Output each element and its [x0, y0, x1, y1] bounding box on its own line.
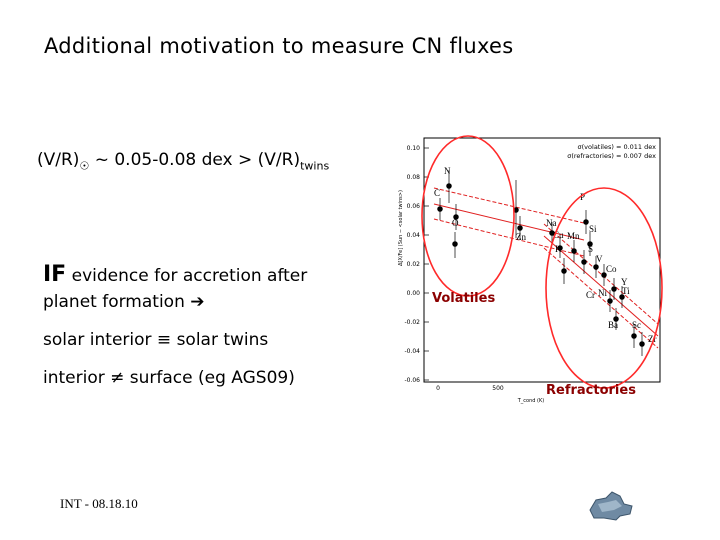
- point-N: [446, 183, 452, 189]
- label-Ti: Ti: [622, 286, 630, 296]
- y-axis-label: Δ[X/Fe] (Sun − <solar twins>): [398, 190, 404, 266]
- planet-formation-line: planet formation ➔: [43, 292, 205, 312]
- point-C: [437, 206, 443, 212]
- label-N: N: [444, 166, 451, 176]
- x-tick: 500: [492, 385, 504, 392]
- point-Cu: [557, 245, 563, 251]
- y-tick: -0.06: [404, 377, 420, 384]
- label-Na: Na: [546, 218, 557, 228]
- x-tick: 0: [436, 385, 440, 392]
- volatiles-annotation: Volatiles: [432, 291, 495, 306]
- y-tick: -0.02: [404, 319, 420, 326]
- point-Na: [549, 230, 555, 236]
- x-tick-labels: 0 500: [436, 385, 504, 392]
- volatiles-circle: [421, 135, 515, 297]
- label-C: C: [434, 188, 440, 198]
- point-P: [583, 219, 589, 225]
- point-unlabeled: [452, 241, 458, 247]
- point-Ba: [613, 316, 619, 322]
- plot-frame: [423, 137, 661, 383]
- abundance-figure: 0.10 0.08 0.06 0.04 0.02 0.00 -0.02 -0.0…: [398, 135, 663, 404]
- refractories-circle: [545, 187, 663, 389]
- label-Si: Si: [589, 224, 597, 234]
- y-tick: 0.02: [407, 261, 421, 268]
- point-Si: [587, 241, 593, 247]
- point-Co: [601, 272, 607, 278]
- vr-middle: ~ 0.05-0.08 dex > (V/R): [89, 150, 301, 170]
- if-line: IF evidence for accretion after: [43, 262, 307, 287]
- label-Co: Co: [606, 264, 617, 274]
- point-Y: [611, 286, 617, 292]
- twins-subscript: twins: [300, 159, 330, 173]
- footer-date: INT - 08.18.10: [60, 496, 138, 511]
- refractories-annotation: Refractories: [546, 383, 636, 398]
- telescope-logo-icon: [589, 491, 633, 521]
- label-Mn: Mn: [567, 231, 580, 241]
- legend-refractories: σ(refractories) = 0.007 dex: [567, 152, 656, 160]
- label-Sc: Sc: [632, 320, 641, 330]
- solar-interior-line: solar interior ≡ solar twins: [43, 330, 269, 350]
- data-points: [437, 170, 645, 356]
- if-rest: evidence for accretion after: [66, 266, 308, 286]
- point-K: [561, 268, 567, 274]
- if-keyword: IF: [43, 262, 67, 287]
- label-Cu: Cu: [553, 230, 564, 240]
- point-S: [581, 259, 587, 265]
- legend-volatiles: σ(volatiles) = 0.011 dex: [578, 143, 657, 151]
- y-tick: -0.04: [404, 348, 420, 355]
- vr-prefix: (V/R): [37, 150, 80, 170]
- label-P: P: [580, 192, 585, 202]
- planet-formation-text: planet formation: [43, 292, 191, 312]
- label-Y: Y: [621, 277, 628, 287]
- sun-symbol: ☉: [79, 159, 90, 173]
- point-Ni: [607, 298, 613, 304]
- vr-ratio-line: (V/R)☉ ~ 0.05-0.08 dex > (V/R)twins: [37, 150, 329, 172]
- point-unlabeled: [517, 225, 523, 231]
- y-tick: 0.10: [407, 145, 421, 152]
- y-tick: 0.08: [407, 174, 421, 181]
- slide-title: Additional motivation to measure CN flux…: [44, 34, 514, 58]
- point-V: [593, 264, 599, 270]
- label-Ni: Ni: [598, 288, 607, 298]
- label-K: K: [555, 244, 562, 254]
- element-labels: N C O Zn Na Cu Mn P Si K Cr S V Co Y Ti …: [434, 166, 657, 344]
- point-O: [453, 214, 459, 220]
- arrow-right-icon: ➔: [190, 292, 205, 312]
- point-Ti: [619, 294, 625, 300]
- y-tick: 0.04: [407, 232, 421, 239]
- point-Zr: [639, 341, 645, 347]
- label-V: V: [596, 254, 603, 264]
- label-Zn: Zn: [516, 232, 526, 242]
- point-Sc: [631, 333, 637, 339]
- interior-surface-line: interior ≠ surface (eg AGS09): [43, 368, 295, 388]
- y-tick: 0.00: [407, 290, 421, 297]
- y-tick-marks: [424, 147, 429, 381]
- y-tick-labels: 0.10 0.08 0.06 0.04 0.02 0.00 -0.02 -0.0…: [404, 145, 420, 384]
- y-tick: 0.06: [407, 203, 421, 210]
- label-Cr: Cr: [586, 290, 595, 300]
- label-S: S: [588, 244, 593, 254]
- label-O: O: [452, 218, 459, 228]
- label-Zr: Zr: [648, 334, 657, 344]
- x-axis-label: T_cond (K): [517, 398, 545, 404]
- label-Ba: Ba: [608, 320, 618, 330]
- point-Mn: [571, 248, 577, 254]
